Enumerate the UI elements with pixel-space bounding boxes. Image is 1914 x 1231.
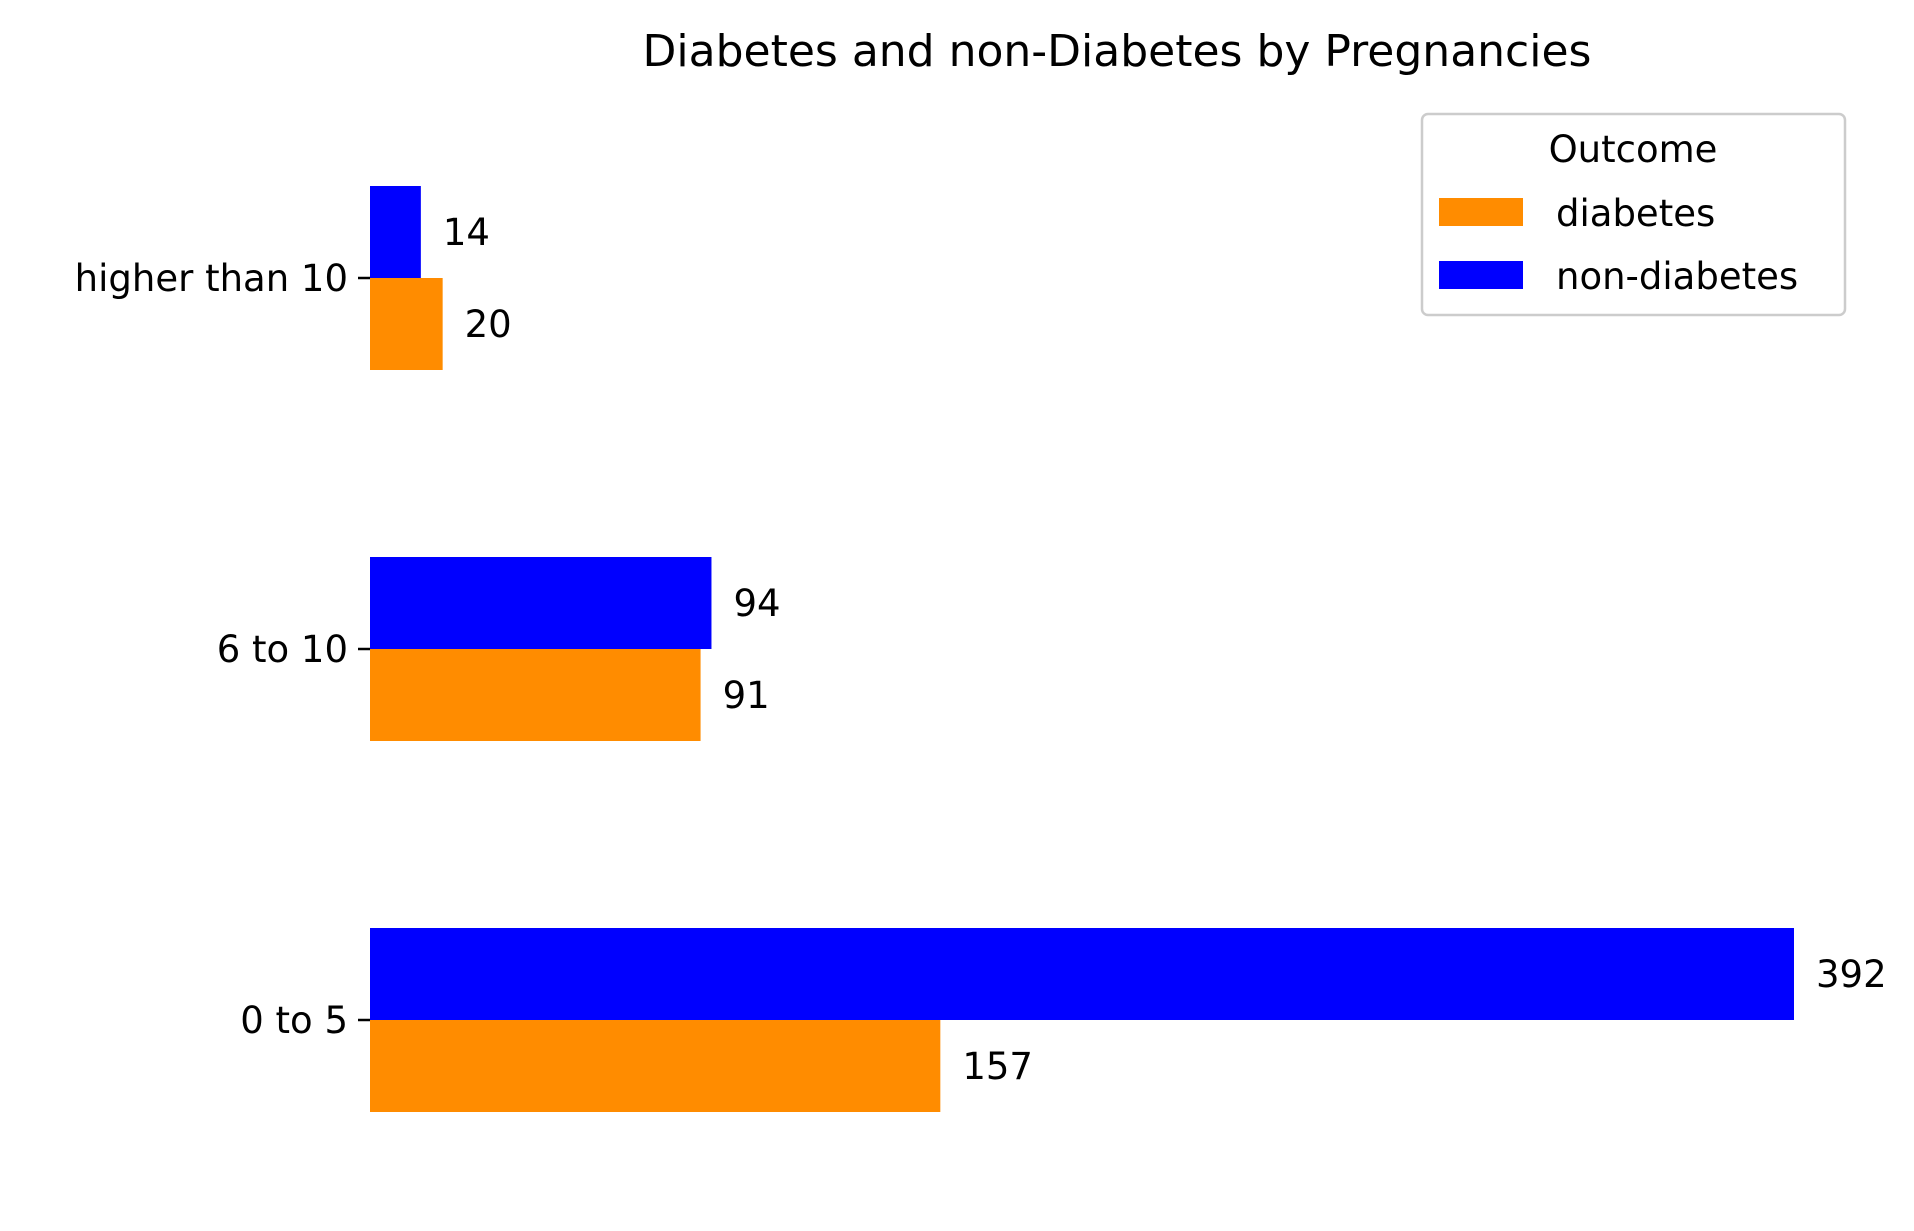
bar-non-diabetes-higher-than-10 (370, 186, 421, 278)
y-axis: 0 to 5 6 to 10 higher than 10 (75, 257, 370, 1042)
value-labels: 392 157 94 91 14 20 (443, 211, 1887, 1088)
bar-diabetes-0-to-5 (370, 1020, 941, 1112)
bars-group (370, 186, 1794, 1112)
data-label-non-diabetes-6-to-10: 94 (733, 582, 780, 625)
y-tick-label: 0 to 5 (240, 999, 348, 1042)
data-label-diabetes-0-to-5: 157 (962, 1045, 1033, 1088)
bar-non-diabetes-6-to-10 (370, 557, 712, 649)
bar-non-diabetes-0-to-5 (370, 928, 1794, 1020)
data-label-diabetes-6-to-10: 91 (723, 674, 770, 717)
legend-label-non-diabetes: non-diabetes (1556, 255, 1798, 298)
bar-diabetes-6-to-10 (370, 649, 701, 741)
bar-diabetes-higher-than-10 (370, 278, 443, 370)
legend-label-diabetes: diabetes (1556, 192, 1715, 235)
data-label-non-diabetes-higher-than-10: 14 (443, 211, 490, 254)
legend-swatch-diabetes (1439, 198, 1523, 226)
y-tick-label: 6 to 10 (217, 628, 348, 671)
legend-title: Outcome (1549, 128, 1718, 171)
legend-frame (1420, 112, 1847, 317)
y-tick-label: higher than 10 (75, 257, 348, 300)
legend-swatch-non-diabetes (1439, 261, 1523, 289)
chart-title: Diabetes and non-Diabetes by Pregnancies (643, 26, 1592, 77)
data-label-non-diabetes-0-to-5: 392 (1816, 953, 1887, 996)
data-label-diabetes-higher-than-10: 20 (465, 303, 512, 346)
legend: Outcome diabetes non-diabetes (1420, 112, 1847, 317)
